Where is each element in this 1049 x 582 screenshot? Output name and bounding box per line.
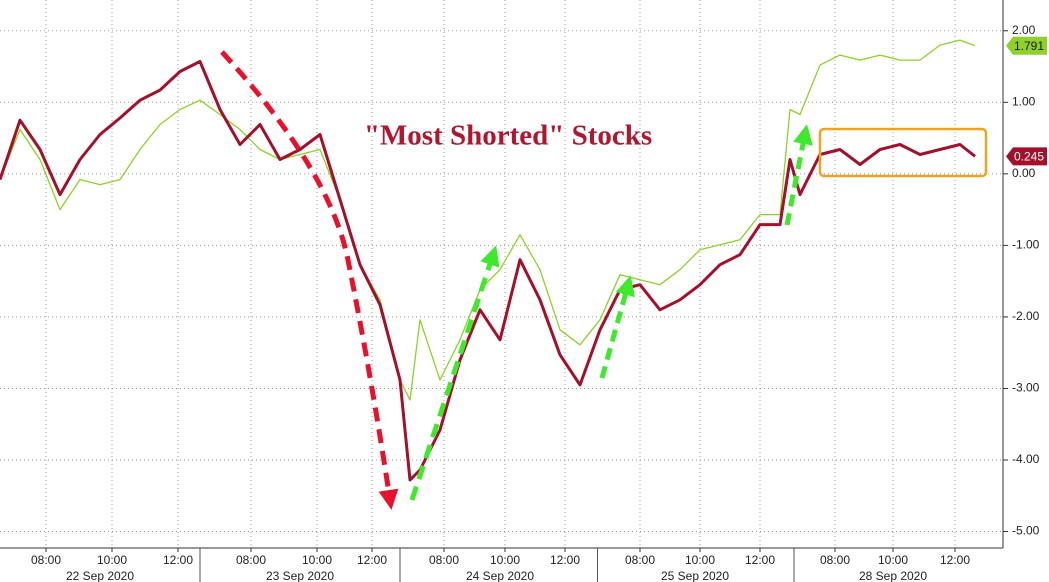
green-arrow — [784, 124, 813, 226]
grid — [0, 0, 1003, 548]
series-line — [0, 39, 976, 401]
last-value-tag — [1006, 36, 1047, 55]
lines — [0, 39, 976, 482]
y-tick-label: 2.00 — [1012, 23, 1036, 37]
x-tick-label: 10:00 — [302, 553, 332, 567]
x-group-label: 28 Sep 2020 — [859, 569, 927, 582]
x-tick-label: 10:00 — [97, 553, 127, 567]
x-tick-label: 08:00 — [625, 553, 655, 567]
x-tick-label: 12:00 — [940, 553, 970, 567]
x-tick-label: 12:00 — [745, 553, 775, 567]
x-tick-label: 08:00 — [820, 553, 850, 567]
x-tick-label: 08:00 — [31, 553, 61, 567]
x-tick-label: 12:00 — [163, 553, 193, 567]
y-tick-label: -2.00 — [1012, 309, 1040, 323]
y-tick-label: -1.00 — [1012, 238, 1040, 252]
series-line — [0, 60, 976, 482]
red-arrow — [220, 50, 399, 510]
x-tick-label: 10:00 — [490, 553, 520, 567]
x-tick-label: 08:00 — [429, 553, 459, 567]
x-tick-label: 10:00 — [685, 553, 715, 567]
x-tick-label: 12:00 — [357, 553, 387, 567]
chart-title: "Most Shorted" Stocks — [364, 120, 652, 152]
y-tick-label: 0.00 — [1012, 166, 1036, 180]
last-value-tag — [1006, 147, 1047, 166]
x-tick-label: 10:00 — [878, 553, 908, 567]
x-tick-label: 12:00 — [550, 553, 580, 567]
y-tick-label: 1.00 — [1012, 94, 1036, 108]
last-value-label: 0.245 — [1014, 149, 1044, 163]
highlight-box — [818, 127, 988, 178]
y-tick-label: -4.00 — [1012, 452, 1040, 466]
annotations: "Most Shorted" Stocks — [220, 50, 988, 510]
y-tick-label: -3.00 — [1012, 381, 1040, 395]
x-group-label: 25 Sep 2020 — [661, 569, 729, 582]
x-tick-label: 08:00 — [236, 553, 266, 567]
last-value-label: 1.791 — [1014, 39, 1044, 53]
x-group-label: 24 Sep 2020 — [466, 569, 534, 582]
x-group-label: 22 Sep 2020 — [66, 569, 134, 582]
green-arrow — [599, 275, 635, 379]
y-tick-label: -5.00 — [1012, 524, 1040, 538]
x-group-label: 23 Sep 2020 — [266, 569, 334, 582]
